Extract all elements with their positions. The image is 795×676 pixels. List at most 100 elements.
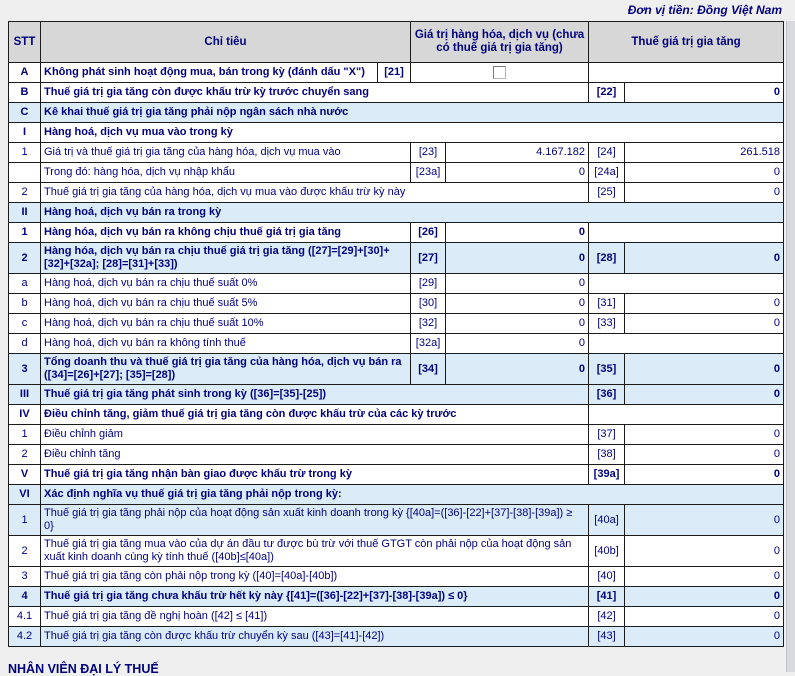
row-label: Giá trị và thuế giá trị gia tăng của hàn… xyxy=(39,142,412,163)
value-cell[interactable]: 0 xyxy=(624,504,785,536)
row-code: [38] xyxy=(588,444,626,465)
row-code: [40b] xyxy=(588,535,626,567)
row-code: [37] xyxy=(588,424,626,445)
row-stt: 4 xyxy=(8,586,41,607)
row-code: [27] xyxy=(410,242,447,274)
table-row: B Thuế giá trị gia tăng còn được khấu trừ… xyxy=(8,82,785,103)
row-code: [25] xyxy=(588,182,626,203)
no-activity-checkbox[interactable] xyxy=(493,66,507,79)
row-code: [39a] xyxy=(588,464,626,485)
value-cell[interactable]: 0 xyxy=(445,242,590,274)
value-cell[interactable]: 0 xyxy=(445,162,590,183)
value-cell[interactable]: 0 xyxy=(624,464,785,485)
row-label: Thuế giá trị gia tăng còn được khấu trừ … xyxy=(39,82,590,103)
value-cell[interactable]: 0 xyxy=(624,424,785,445)
row-label: Hàng hóa, dịch vụ bán ra chịu thuế giá t… xyxy=(39,242,412,274)
row-stt: c xyxy=(8,313,41,334)
table-row: 1 Thuế giá trị gia tăng phải nộp của hoạt… xyxy=(8,504,785,536)
row-stt: d xyxy=(8,333,41,354)
value-cell[interactable]: 0 xyxy=(445,353,590,385)
row-label: Tổng doanh thu và thuế giá trị gia tăng … xyxy=(39,353,412,385)
section-label: Điều chỉnh tăng, giảm thuế giá trị gia t… xyxy=(39,404,590,425)
table-row: a Hàng hoá, dịch vụ bán ra chịu thuế suất… xyxy=(8,273,785,294)
table-row: Trong đó: hàng hóa, dịch vụ nhập khẩu [23… xyxy=(8,162,785,183)
empty-cell xyxy=(588,333,785,354)
table-row: d Hàng hoá, dịch vụ bán ra không tính thu… xyxy=(8,333,785,354)
value-cell[interactable]: 0 xyxy=(624,353,785,385)
table-row: A Không phát sinh hoạt động mua, bán tron… xyxy=(8,62,785,83)
table-row: 2 Điều chỉnh tăng [38] 0 xyxy=(8,444,785,465)
row-label: Thuế giá trị gia tăng mua vào của dự án … xyxy=(39,535,590,567)
row-label: Điều chỉnh giảm xyxy=(39,424,590,445)
row-code: [29] xyxy=(410,273,447,294)
row-stt: 3 xyxy=(8,566,41,587)
value-cell[interactable]: 0 xyxy=(624,535,785,567)
checkbox-cell xyxy=(410,62,590,83)
table-row: 4 Thuế giá trị gia tăng chưa khấu trừ hết… xyxy=(8,586,785,607)
row-label: Thuế giá trị gia tăng đề nghị hoàn ([42]… xyxy=(39,606,590,627)
table-row: 1 Hàng hóa, dịch vụ bán ra không chịu thu… xyxy=(8,222,785,243)
value-cell[interactable]: 0 xyxy=(445,293,590,314)
table-row: 4.2 Thuế giá trị gia tăng còn được khấu t… xyxy=(8,626,785,647)
value-cell[interactable]: 0 xyxy=(624,606,785,627)
row-label: Trong đó: hàng hóa, dịch vụ nhập khẩu xyxy=(39,162,412,183)
section-label: Hàng hoá, dịch vụ bán ra trong kỳ xyxy=(39,202,785,223)
row-code: [23] xyxy=(410,142,447,163)
value-cell[interactable]: 0 xyxy=(445,273,590,294)
value-cell[interactable]: 0 xyxy=(624,182,785,203)
value-cell[interactable]: 0 xyxy=(624,444,785,465)
value-cell[interactable]: 0 xyxy=(445,313,590,334)
row-stt: 2 xyxy=(8,444,41,465)
value-cell[interactable]: 0 xyxy=(624,566,785,587)
value-cell[interactable]: 0 xyxy=(624,626,785,647)
value-cell[interactable]: 0 xyxy=(624,313,785,334)
row-stt: B xyxy=(8,82,41,103)
section-label: Kê khai thuế giá trị gia tăng phải nộp n… xyxy=(39,102,785,123)
row-stt: IV xyxy=(8,404,41,425)
row-label: Hàng hoá, dịch vụ bán ra chịu thuế suất … xyxy=(39,273,412,294)
row-stt: II xyxy=(8,202,41,223)
row-stt: 2 xyxy=(8,242,41,274)
row-label: Thuế giá trị gia tăng còn được khấu trừ … xyxy=(39,626,590,647)
header-thue-gtgt: Thuế giá trị gia tăng xyxy=(588,21,785,63)
row-label: Thuế giá trị gia tăng còn phải nộp trong… xyxy=(39,566,590,587)
table-row: 1 Điều chỉnh giảm [37] 0 xyxy=(8,424,785,445)
value-cell[interactable]: 0 xyxy=(624,293,785,314)
row-label: Hàng hóa, dịch vụ bán ra không chịu thuế… xyxy=(39,222,412,243)
table-row: 3 Tổng doanh thu và thuế giá trị gia tăng… xyxy=(8,353,785,385)
value-cell[interactable]: 0 xyxy=(445,222,590,243)
table-row: VI Xác định nghĩa vụ thuế giá trị gia tăn… xyxy=(8,484,785,505)
row-code: [41] xyxy=(588,586,626,607)
value-cell[interactable]: 0 xyxy=(624,586,785,607)
row-code: [21] xyxy=(376,62,412,83)
row-code: [31] xyxy=(588,293,626,314)
table-row: b Hàng hoá, dịch vụ bán ra chịu thuế suất… xyxy=(8,293,785,314)
value-cell[interactable]: 0 xyxy=(624,384,785,405)
row-code: [33] xyxy=(588,313,626,334)
row-stt: I xyxy=(8,122,41,143)
currency-unit-note: Đơn vị tiền: Đồng Việt Nam xyxy=(627,3,782,17)
value-cell[interactable]: 4.167.182 xyxy=(445,142,590,163)
section-label: Hàng hoá, dịch vụ mua vào trong kỳ xyxy=(39,122,785,143)
table-row: 4.1 Thuế giá trị gia tăng đề nghị hoàn ([… xyxy=(8,606,785,627)
row-code: [42] xyxy=(588,606,626,627)
row-label: Không phát sinh hoạt động mua, bán trong… xyxy=(40,62,378,83)
row-stt: 4.2 xyxy=(8,626,41,647)
table-row: 2 Thuế giá trị gia tăng mua vào của dự án… xyxy=(8,535,785,567)
empty-cell xyxy=(588,62,785,83)
row-stt xyxy=(8,162,41,183)
table-row: IV Điều chỉnh tăng, giảm thuế giá trị gia… xyxy=(8,404,785,425)
row-stt: VI xyxy=(8,484,41,505)
row-label: Thuế giá trị gia tăng chưa khấu trừ hết … xyxy=(39,586,590,607)
value-cell[interactable]: 0 xyxy=(624,82,785,103)
value-cell[interactable]: 0 xyxy=(624,162,785,183)
table-row: 1 Giá trị và thuế giá trị gia tăng của hà… xyxy=(8,142,785,163)
value-cell[interactable]: 0 xyxy=(624,242,785,274)
table-header-row: STT Chỉ tiêu Giá trị hàng hóa, dịch vụ (… xyxy=(8,21,785,63)
value-cell[interactable]: 0 xyxy=(445,333,590,354)
row-stt: 3 xyxy=(8,353,41,385)
value-cell[interactable]: 261.518 xyxy=(624,142,785,163)
vat-declaration-table: STT Chỉ tiêu Giá trị hàng hóa, dịch vụ (… xyxy=(8,21,785,647)
row-code: [28] xyxy=(588,242,626,274)
right-scroll-strip xyxy=(786,21,795,672)
